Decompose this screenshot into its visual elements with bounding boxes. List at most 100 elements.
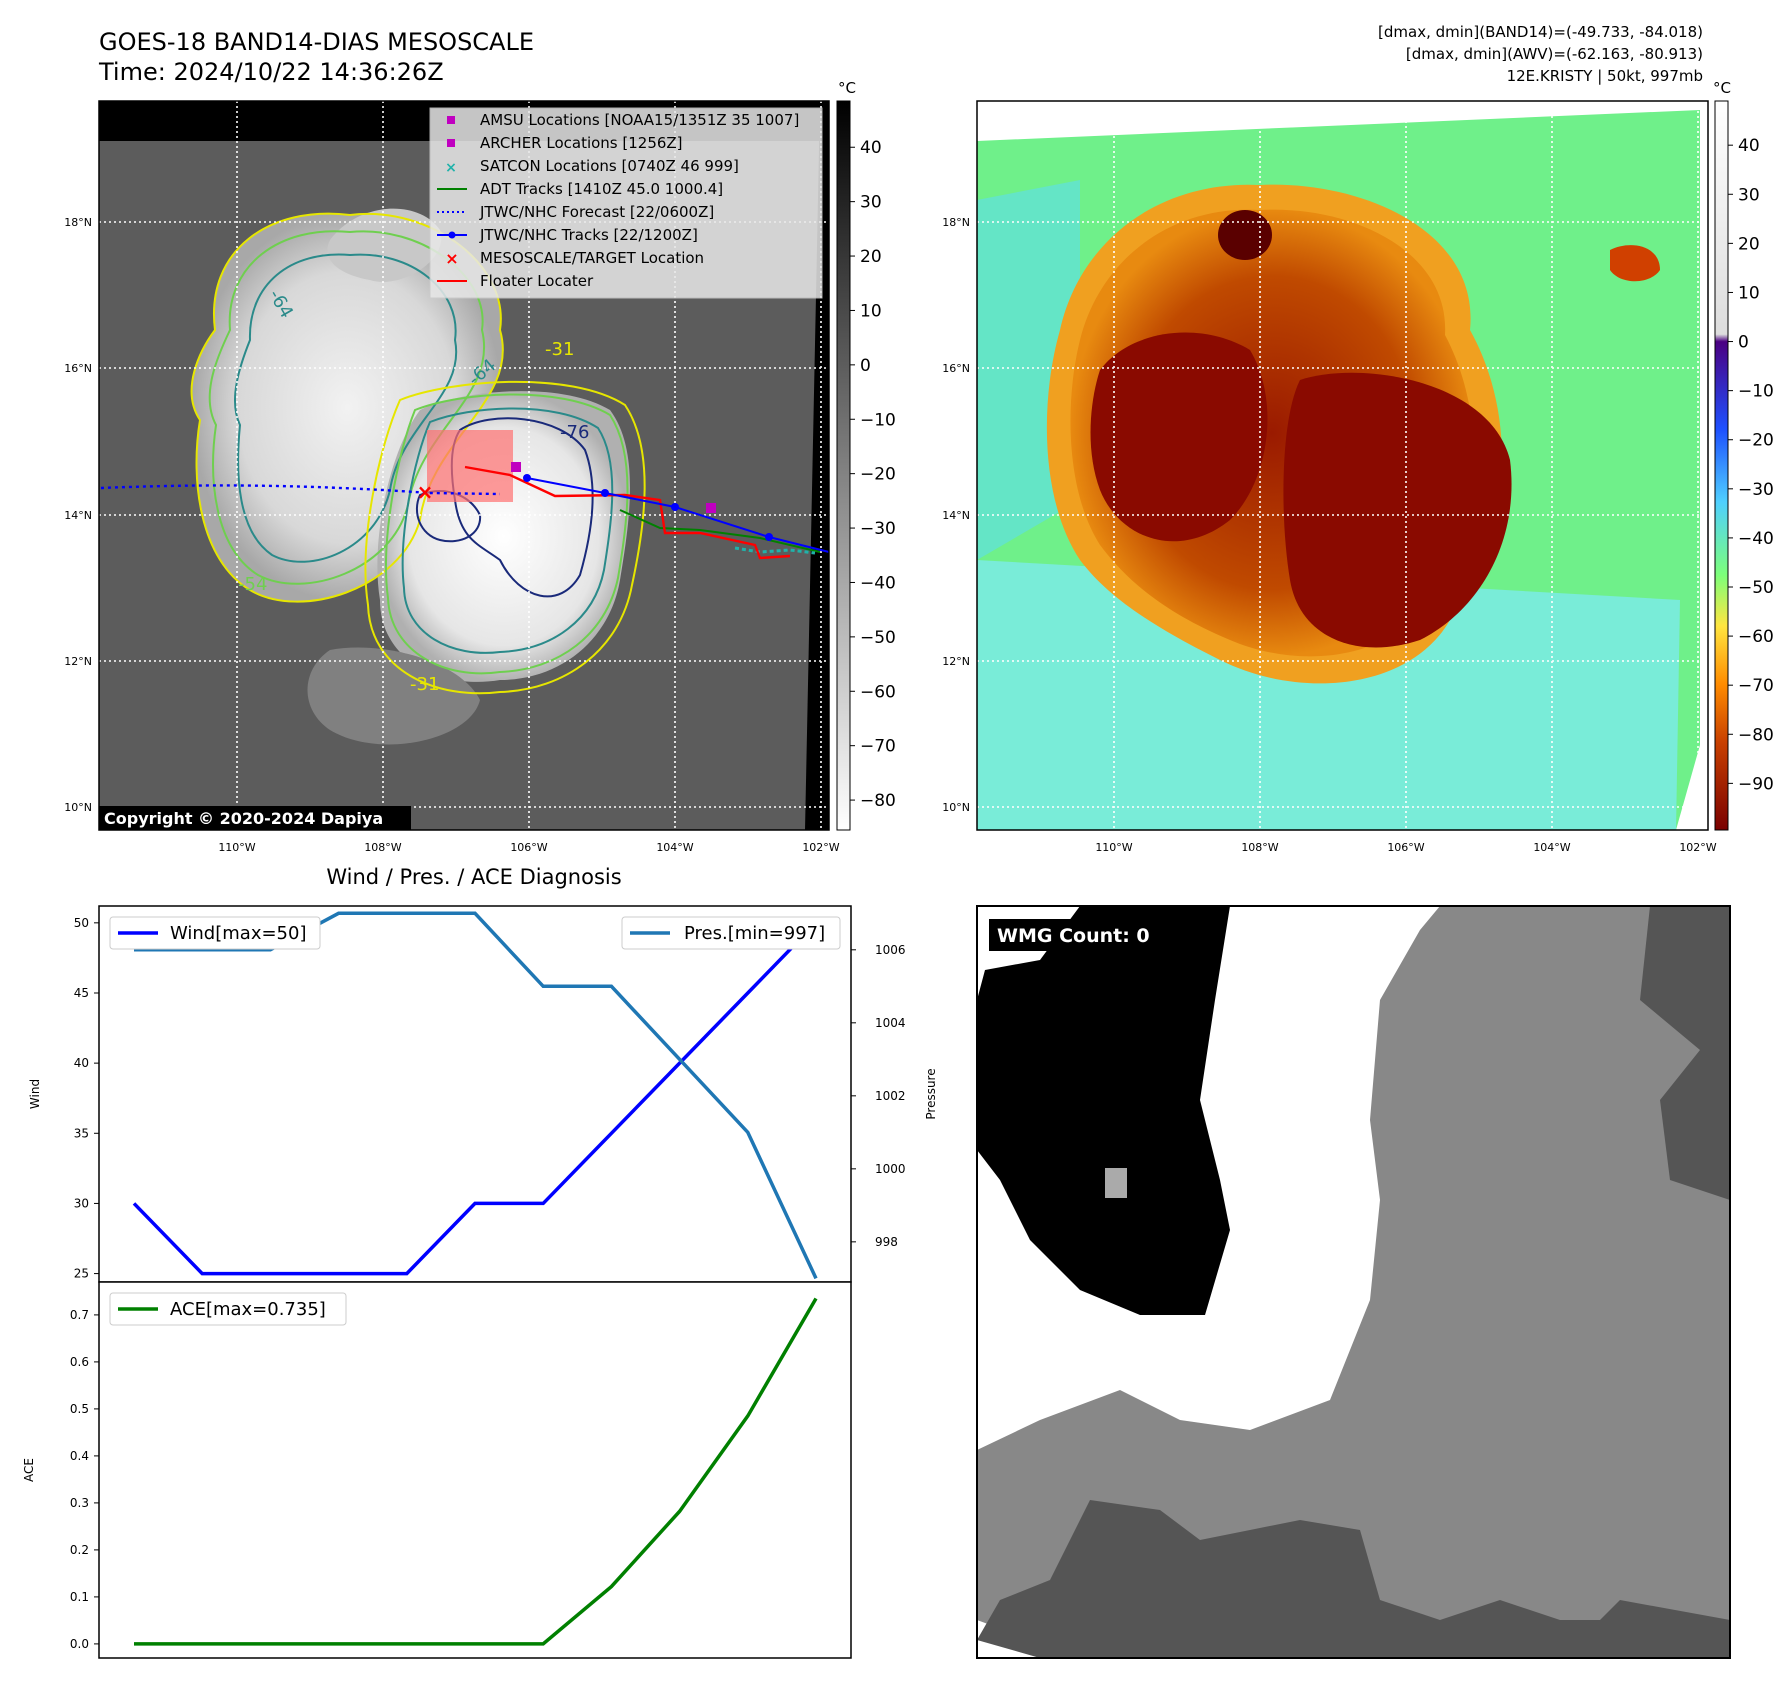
jtwc-track-point [765,533,773,541]
pressure-axis-label: Pressure [924,1068,938,1119]
jtwc-track-point [671,503,679,511]
colorbar-tick-label: −10 [1738,382,1774,402]
colorbar-tick-label: −20 [860,465,896,485]
lon-tick: 108°W [1241,841,1278,854]
legend-adt-label: ADT Tracks [1410Z 45.0 1000.4] [480,180,723,198]
wind-tick-label: 30 [74,1196,89,1210]
legend-jtwc-label: JTWC/NHC Tracks [22/1200Z] [479,226,698,244]
pressure-tick-label: 1002 [875,1089,906,1103]
colorbar-tick-label: 10 [860,301,882,321]
ace-axis-ticks: 0.7 0.6 0.5 0.4 0.3 0.2 0.1 0.0 [70,1308,99,1651]
colorbar-tick-label: −80 [860,791,896,811]
wind-axis-ticks: 50 45 40 35 30 25 [74,916,99,1281]
wind-legend-label: Wind[max=50] [170,923,307,944]
awv-colorbar-unit: °C [1713,79,1731,97]
contour-31-core [364,380,646,695]
colorbar-tick-label: −80 [1738,725,1774,745]
copyright-box [99,806,411,830]
wind-tick-label: 35 [74,1126,89,1140]
colorbar-tick-label: 10 [1738,283,1760,303]
ace-tick-label: 0.0 [70,1637,89,1651]
colorbar-tick-label: −20 [1738,431,1774,451]
ir-colorbar-gradient [836,100,851,831]
ace-tick-label: 0.1 [70,1590,89,1604]
ir-right-mask [805,101,829,830]
ace-tick-label: 0.4 [70,1449,89,1463]
ace-tick-label: 0.7 [70,1308,89,1322]
pressure-tick-label: 1006 [875,943,906,957]
lat-tick: 12°N [942,655,970,668]
contour-64-core [401,407,614,654]
copyright-text: Copyright © 2020-2024 Dapiya [104,809,383,828]
lon-tick: 106°W [510,841,547,854]
lat-tick: 18°N [942,216,970,229]
legend-forecast-label: JTWC/NHC Forecast [22/0600Z] [479,203,714,221]
contour-54-west [208,230,485,585]
wind-legend-box [109,916,321,950]
ir-frame [98,100,830,831]
awv-colorbar: °C 40 30 20 10 0 −10 −20 −30 −40 −50 −60 −70 −80 −90 [1713,79,1774,831]
jtwc-track-point [601,489,609,497]
awv-dry-east-lobe [1283,372,1512,648]
mesoscale-target-marker: × [417,480,434,504]
pressure-tick-label: 1000 [875,1162,906,1176]
jtwc-track-point [523,474,531,482]
map-legend [429,107,823,299]
wmg-label-box [989,919,1171,951]
wind-pressure-chart: 50 45 40 35 30 25 1006 1004 1002 1000 998 Wind Pr… [28,905,938,1283]
wind-tick-label: 25 [74,1267,89,1281]
ace-tick-label: 0.3 [70,1496,89,1510]
ace-frame [98,1281,852,1659]
legend-target-symbol: × [445,249,458,268]
colorbar-tick-label: −50 [1738,578,1774,598]
wind-axis-label: Wind [28,1079,42,1109]
lat-tick: 14°N [64,509,92,522]
ace-axis-label: ACE [22,1458,36,1482]
legend-amsu-label: AMSU Locations [NOAA15/1351Z 35 1007] [480,111,799,129]
colorbar-tick-label: −50 [860,628,896,648]
awv-frame [976,100,1709,831]
wmg-gray-speck [1105,1168,1127,1198]
colorbar-tick-label: 20 [860,247,882,267]
wmg-frame [976,905,1731,1659]
archer-marker [511,462,521,472]
pressure-tick-label: 1004 [875,1016,906,1030]
lon-tick: 110°W [218,841,255,854]
lon-tick: 104°W [656,841,693,854]
ir-colorbar-unit: °C [838,79,856,97]
colorbar-tick-label: −40 [860,573,896,593]
ir-cloud-south [307,647,480,745]
colorbar-tick-label: 0 [1738,333,1749,353]
pressure-axis-ticks: 1006 1004 1002 1000 998 [851,943,906,1249]
ace-tick-label: 0.2 [70,1543,89,1557]
lat-tick: 10°N [64,801,92,814]
pressure-legend-box [621,916,841,950]
colorbar-tick-label: −70 [1738,676,1774,696]
colorbar-tick-label: −90 [1738,774,1774,794]
ace-legend-label: ACE[max=0.735] [170,1299,326,1320]
wmg-panel: WMG Count: 0 [976,905,1731,1659]
colorbar-tick-label: 20 [1738,234,1760,254]
lat-tick: 12°N [64,655,92,668]
colorbar-tick-label: −40 [1738,529,1774,549]
colorbar-tick-label: 40 [1738,136,1760,156]
lat-tick: 16°N [942,362,970,375]
awv-colorbar-ticks: 40 30 20 10 0 −10 −20 −30 −40 −50 −60 −70 −80 −90 [1728,136,1774,794]
lon-tick: 106°W [1387,841,1424,854]
colorbar-tick-label: 30 [860,193,882,213]
ir-colorbar-ticks: 40 30 20 10 0 −10 −20 −30 −40 −50 −60 −70 −80 [850,138,896,811]
ir-colorbar: °C 40 30 20 10 0 −10 −20 −30 −40 −50 −60 −70 −80 [836,79,896,831]
colorbar-tick-label: −30 [860,519,896,539]
lon-tick: 102°W [1679,841,1716,854]
lat-tick: 10°N [942,801,970,814]
legend-jtwc-dot [448,231,456,239]
awv-dry-west-lobe [1090,332,1268,542]
wmg-black-region [977,906,1230,1315]
diagnosis-title: Wind / Pres. / ACE Diagnosis [326,865,621,889]
colorbar-tick-label: 0 [860,356,871,376]
contour-label: -54 [238,574,267,595]
awv-colorbar-gradient [1714,100,1729,831]
ir-axis-labels: 110°W 108°W 106°W 104°W 102°W 18°N 16°N … [64,216,840,854]
ace-tick-label: 0.5 [70,1402,89,1416]
colorbar-tick-label: 30 [1738,185,1760,205]
